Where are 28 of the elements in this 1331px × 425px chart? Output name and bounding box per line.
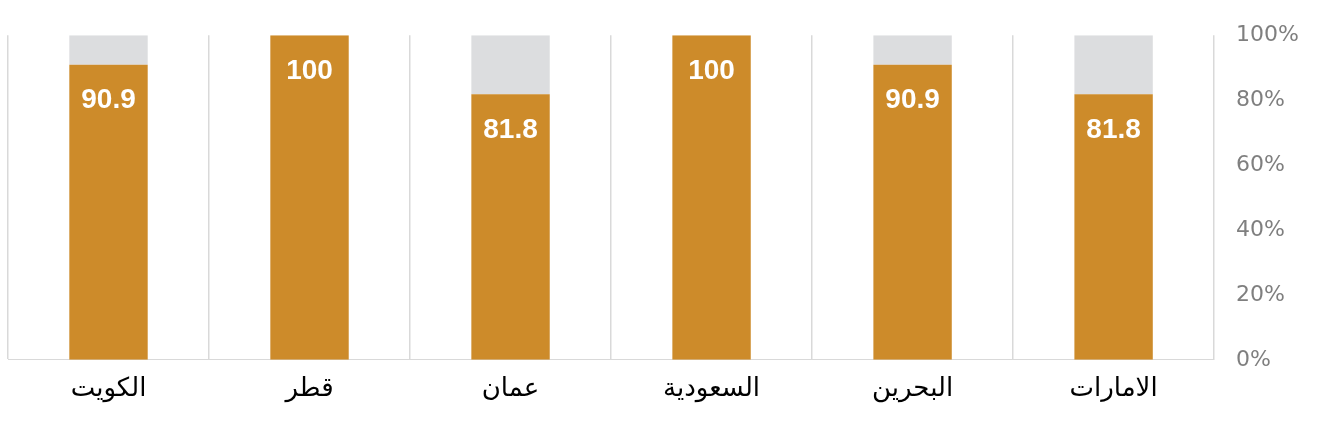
data-label: 100 — [688, 53, 735, 85]
bar — [1074, 35, 1153, 95]
x-tick-label: البحرين — [872, 372, 954, 404]
y-tick-label: 80% — [1236, 85, 1286, 111]
y-tick-label: 0% — [1236, 345, 1272, 371]
x-tick-label: السعودية — [663, 372, 761, 404]
data-label: 81.8 — [1086, 113, 1141, 144]
bar — [873, 64, 952, 360]
y-tick-label: 60% — [1236, 150, 1286, 176]
bar — [672, 35, 751, 360]
data-label: 81.8 — [483, 113, 538, 144]
bar — [873, 35, 952, 65]
data-label: 100 — [286, 53, 333, 85]
bar — [270, 35, 349, 360]
bar — [69, 35, 148, 65]
bar — [471, 35, 550, 95]
bar — [69, 64, 148, 360]
bar — [471, 94, 550, 360]
y-tick-label: 20% — [1236, 280, 1286, 306]
x-tick-label: الكويت — [70, 372, 147, 404]
data-label: 90.9 — [81, 83, 136, 115]
x-tick-label: قطر — [283, 372, 334, 404]
x-tick-label: الامارات — [1069, 372, 1158, 403]
y-tick-label: 40% — [1236, 215, 1286, 241]
x-tick-label: عمان — [481, 372, 540, 403]
bar — [1074, 94, 1153, 360]
data-label: 90.9 — [885, 83, 940, 115]
y-tick-label: 100% — [1236, 20, 1300, 46]
